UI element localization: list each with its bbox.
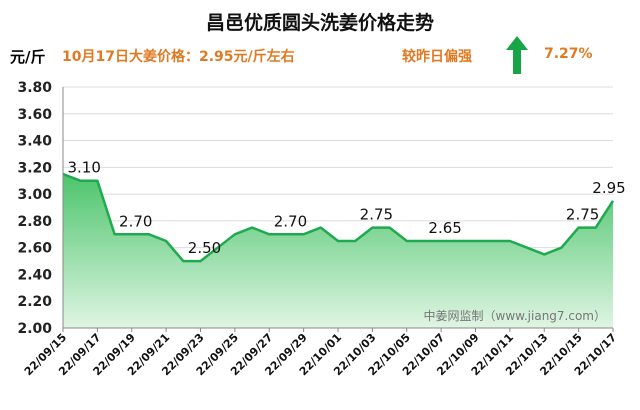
y-axis-unit: 元/斤 (10, 48, 46, 66)
price-area-fill (63, 174, 613, 328)
y-axis-ticks: 2.00 2.20 2.40 2.60 2.80 3.00 3.20 3.40 3.60 3.80 (17, 80, 52, 337)
y-tick-label: 2.60 (17, 241, 52, 257)
y-tick-label: 3.20 (17, 160, 52, 176)
y-tick-label: 2.80 (17, 214, 52, 230)
data-label: 3.10 (67, 159, 100, 177)
y-tick-label: 2.20 (17, 294, 52, 310)
data-labels: 3.10 2.70 2.50 2.70 2.75 2.65 2.75 2.95 (67, 159, 625, 257)
y-tick-label: 3.40 (17, 134, 52, 150)
y-tick-label: 3.60 (17, 107, 52, 123)
compare-label: 较昨日偏强 (402, 49, 472, 65)
y-tick-label: 2.40 (17, 267, 52, 283)
y-tick-label: 3.00 (17, 187, 52, 203)
x-axis-ticks: 22/09/1522/09/1722/09/1922/09/2122/09/23… (22, 328, 619, 378)
chart-title: 昌邑优质圆头洗姜价格走势 (205, 12, 434, 34)
data-label: 2.70 (119, 212, 152, 230)
data-label: 2.95 (592, 179, 625, 197)
data-label: 2.75 (360, 206, 393, 224)
data-label: 2.75 (566, 206, 599, 224)
change-percent: 7.27% (544, 46, 593, 62)
up-arrow-icon (506, 36, 528, 74)
price-headline: 10月17日大姜价格：2.95元/斤左右 (62, 49, 295, 65)
source-watermark: 中姜网监制（www.jiang7.com） (424, 308, 606, 323)
data-label: 2.50 (188, 239, 221, 257)
price-series-line (62, 172, 615, 263)
y-tick-label: 2.00 (17, 321, 52, 337)
data-label: 2.65 (428, 219, 461, 237)
data-label: 2.70 (274, 212, 307, 230)
y-tick-label: 3.80 (17, 80, 52, 96)
